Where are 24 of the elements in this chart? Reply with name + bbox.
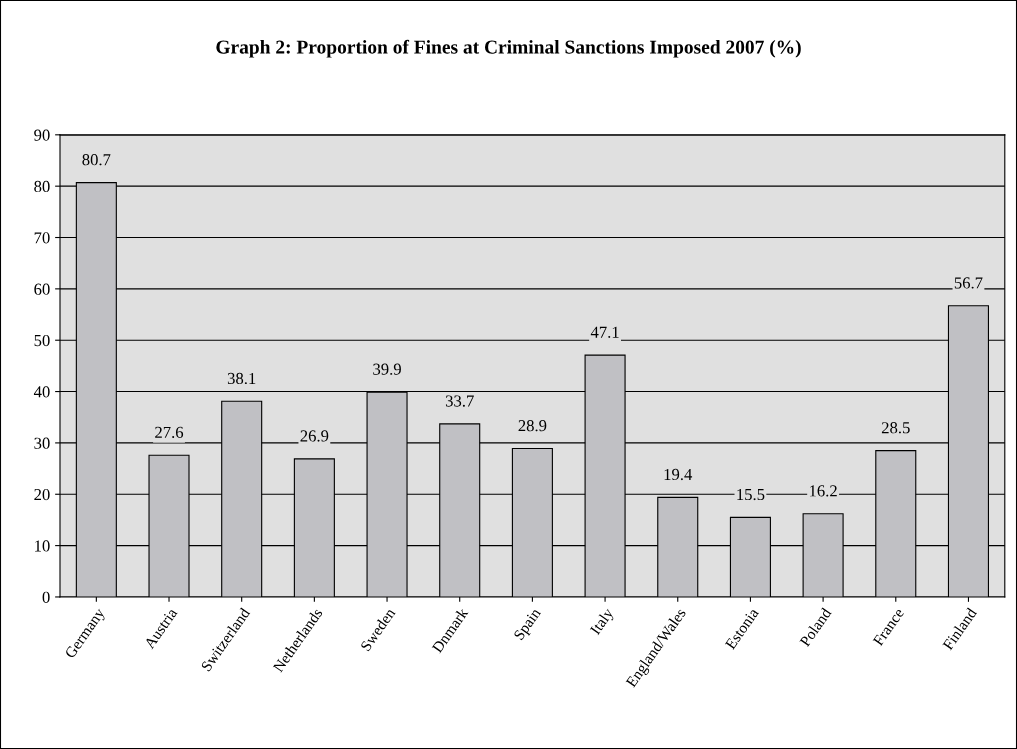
data-label: 27.6 [155,426,184,439]
chart-title: Graph 2: Proportion of Fines at Criminal Sanctions Imposed 2007 (%) [216,39,801,58]
data-label: 16.2 [809,485,837,497]
y-tick-label: 90 [34,129,50,141]
data-label: 39.9 [373,363,401,375]
y-tick-label: 50 [34,334,50,347]
y-tick-label: 20 [34,488,50,501]
y-tick-label: 10 [35,540,50,552]
data-label: 56.7 [954,277,983,289]
data-label: 38.1 [227,372,256,385]
data-label: 19.4 [664,468,693,481]
data-label: 80.7 [82,154,111,166]
data-label: 28.5 [881,422,910,434]
y-tick-label: 30 [34,437,50,449]
data-label: 28.9 [518,420,547,432]
data-label: 33.7 [445,395,474,407]
y-tick-label: 0 [42,591,50,603]
data-label: 15.5 [737,488,765,501]
y-tick-label: 70 [34,232,50,244]
data-label: 26.9 [300,430,329,442]
y-tick-label: 80 [34,180,50,193]
y-tick-label: 40 [33,386,50,398]
y-tick-label: 60 [34,283,50,295]
data-label: 47.1 [590,326,619,338]
